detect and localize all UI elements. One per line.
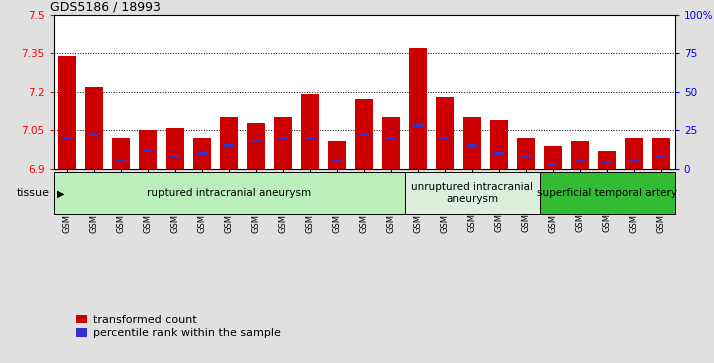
Bar <box>571 140 589 169</box>
Bar <box>540 172 675 214</box>
Bar <box>54 172 405 214</box>
Bar <box>247 123 265 169</box>
Bar <box>224 144 234 147</box>
Bar <box>548 163 558 166</box>
Bar <box>521 155 531 158</box>
Bar <box>116 160 126 163</box>
Bar <box>603 161 612 164</box>
Bar <box>468 144 477 147</box>
Bar <box>356 99 373 169</box>
Bar <box>494 152 504 155</box>
Text: unruptured intracranial
aneurysm: unruptured intracranial aneurysm <box>411 183 533 204</box>
Bar <box>278 136 288 139</box>
Bar <box>328 140 346 169</box>
Bar <box>386 136 396 139</box>
Text: GDS5186 / 18993: GDS5186 / 18993 <box>51 0 161 13</box>
Bar <box>89 134 99 136</box>
Bar <box>274 117 292 169</box>
Bar <box>144 149 153 152</box>
Bar <box>441 136 450 139</box>
Bar <box>436 97 454 169</box>
Bar <box>197 152 207 155</box>
Bar <box>112 138 130 169</box>
Bar <box>463 117 481 169</box>
Bar <box>85 86 103 169</box>
Text: ruptured intracranial aneurysm: ruptured intracranial aneurysm <box>147 188 311 198</box>
Bar <box>251 140 261 142</box>
Text: superficial temporal artery: superficial temporal artery <box>537 188 677 198</box>
Bar <box>629 160 639 163</box>
Bar <box>409 48 427 169</box>
Bar <box>306 136 315 139</box>
Bar <box>166 128 184 169</box>
Bar <box>170 155 180 158</box>
Bar <box>575 160 585 163</box>
Bar <box>62 136 72 139</box>
Bar <box>193 138 211 169</box>
Bar <box>413 124 423 127</box>
Bar <box>491 120 508 169</box>
Text: ▶: ▶ <box>57 188 65 198</box>
Legend: transformed count, percentile rank within the sample: transformed count, percentile rank withi… <box>71 310 285 343</box>
Bar <box>653 138 670 169</box>
Bar <box>544 146 562 169</box>
Bar <box>625 138 643 169</box>
Bar <box>359 134 369 136</box>
Bar <box>518 138 535 169</box>
Bar <box>405 172 540 214</box>
Bar <box>656 155 666 158</box>
Bar <box>301 94 319 169</box>
Text: tissue: tissue <box>17 188 50 198</box>
Bar <box>221 117 238 169</box>
Bar <box>139 130 157 169</box>
Bar <box>332 160 342 163</box>
Bar <box>59 56 76 169</box>
Bar <box>598 151 616 169</box>
Bar <box>383 117 400 169</box>
